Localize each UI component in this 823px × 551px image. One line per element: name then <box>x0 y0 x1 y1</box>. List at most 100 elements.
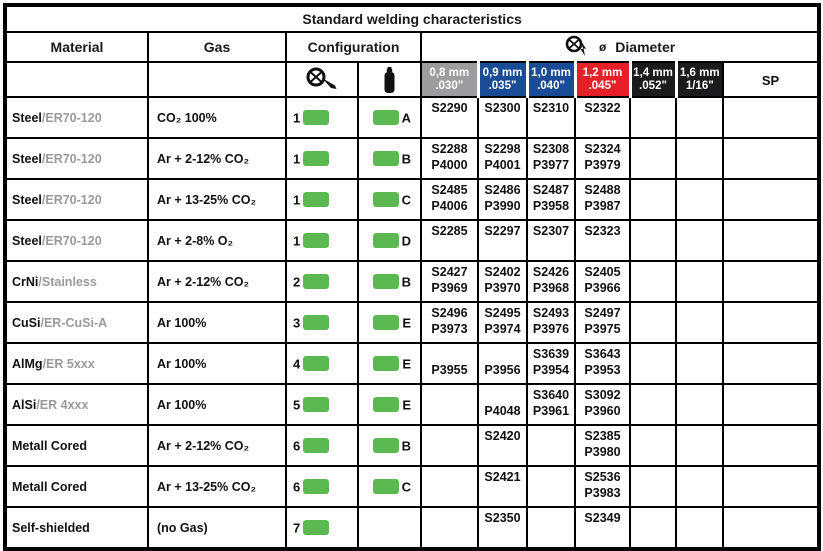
s-code <box>632 428 674 444</box>
s-code: S2493 <box>532 306 570 320</box>
s-code <box>678 100 721 116</box>
gas-config-box <box>372 150 399 166</box>
p-code <box>632 116 674 132</box>
diameter-header-1.4mm: 1,4 mm .052" <box>629 61 678 98</box>
s-code <box>678 141 721 157</box>
p-code <box>632 526 674 542</box>
gas-cell: Ar + 13-25% CO₂ <box>147 465 287 508</box>
s-code: S2349 <box>584 511 621 525</box>
p-code <box>423 526 476 542</box>
material-cell: Steel/ER70-120 <box>4 96 149 139</box>
material-spec: /ER70-120 <box>41 233 102 248</box>
diameter-cell-0.9mm: S2421 <box>477 465 528 508</box>
p-code <box>423 403 476 419</box>
s-code: S2402 <box>484 265 521 279</box>
material-spec: /ER-CuSi-A <box>40 315 108 330</box>
diameter-cell-0.9mm: S2300 <box>477 96 528 139</box>
s-code: S2485 <box>431 183 468 197</box>
gas-cell: Ar 100% <box>147 342 287 385</box>
diameter-cell-1.2mm: S2497 P3975 <box>574 301 631 344</box>
config-number: 2 <box>293 273 301 289</box>
torch-config-box <box>303 519 330 535</box>
s-code: S2385 <box>584 429 621 443</box>
material-name: Steel <box>12 233 42 248</box>
diameter-cell-1.6mm <box>675 96 724 139</box>
torch-config-box <box>303 273 330 289</box>
s-code: S2310 <box>532 101 570 115</box>
p-code: P3974 <box>484 322 521 336</box>
p-code <box>725 526 817 542</box>
config-letter: E <box>402 314 411 330</box>
diameter-cell-sp <box>721 301 821 344</box>
config-number-cell: 1 <box>285 137 359 180</box>
config-number: 7 <box>293 519 301 535</box>
torch-config-box <box>303 355 330 371</box>
diameter-cell-0.8mm: S2285 <box>420 219 479 262</box>
p-code <box>480 116 525 132</box>
diameter-symbol: ø <box>598 40 607 54</box>
config-letter-group: E <box>370 355 411 373</box>
p-code: P3976 <box>532 322 570 336</box>
gas-config-box <box>373 314 400 330</box>
diameter-cell-1.2mm: S2488 P3987 <box>574 178 631 221</box>
p-code: P4001 <box>484 158 521 172</box>
material-name: CuSi <box>12 315 41 330</box>
s-code: S2323 <box>584 224 621 238</box>
config-letter: E <box>402 355 411 371</box>
config-number-cell: 4 <box>285 342 359 385</box>
diameter-cell-1.4mm <box>629 506 677 550</box>
diameter-cell-1.4mm <box>629 465 677 508</box>
diameter-cell-1.6mm <box>675 137 724 180</box>
config-number-cell: 1 <box>285 219 359 262</box>
p-code <box>678 239 721 255</box>
config-letter-group: C <box>370 478 411 496</box>
material-spec: /ER 4xxx <box>36 397 89 412</box>
config-letter-group: C <box>370 191 411 209</box>
column-header-material: Material <box>4 31 149 63</box>
diameter-cell-1.6mm <box>675 301 724 344</box>
s-code: S2495 <box>484 306 521 320</box>
gas-config-box <box>372 109 399 125</box>
p-code: P3960 <box>584 404 621 418</box>
s-code: S2300 <box>484 101 521 115</box>
s-code <box>632 387 674 403</box>
config-letter: D <box>401 232 411 248</box>
material-name: Steel <box>12 192 42 207</box>
table-row: CrNi/Stainless Ar + 2-12% CO₂ 2 B S2427 P… <box>4 260 821 303</box>
config-number: 1 <box>293 150 301 166</box>
config-letter: B <box>401 150 411 166</box>
s-code <box>632 100 674 116</box>
diameter-cell-1.4mm <box>629 137 677 180</box>
wire-spool-icon <box>564 35 594 59</box>
p-code: P4000 <box>431 158 468 172</box>
material-spec: /ER70-120 <box>41 151 102 166</box>
p-code <box>678 321 721 337</box>
material-name: CrNi <box>12 274 39 289</box>
gas-cell: Ar + 13-25% CO₂ <box>147 178 287 221</box>
p-code <box>678 485 721 501</box>
diameter-cell-sp <box>721 506 821 550</box>
config-number: 1 <box>293 109 301 125</box>
p-code <box>423 239 476 255</box>
gas-config-box <box>373 396 400 412</box>
p-code: P3966 <box>584 281 621 295</box>
s-code: S2405 <box>584 265 621 279</box>
diameter-cell-0.9mm: P4048 <box>477 383 528 426</box>
diameter-cell-0.8mm: P3955 <box>420 342 479 385</box>
config-letter: B <box>401 273 411 289</box>
material-cell: CrNi/Stainless <box>4 260 149 303</box>
diameter-cell-0.8mm <box>420 424 479 467</box>
s-code: S2496 <box>431 306 468 320</box>
s-code <box>423 469 476 485</box>
s-code <box>632 305 674 321</box>
config-letter-cell: B <box>357 260 422 303</box>
p-code <box>529 116 573 132</box>
p-code: P4048 <box>484 404 521 418</box>
s-code <box>423 387 476 403</box>
p-code: P3990 <box>484 199 521 213</box>
s-code: S2488 <box>584 183 621 197</box>
p-code <box>678 157 721 173</box>
table-row: Steel/ER70-120 CO₂ 100% 1 A S2290 S2300 … <box>4 96 821 139</box>
p-code: P3954 <box>532 363 570 377</box>
diameter-cell-1.0mm: S2493 P3976 <box>526 301 576 344</box>
